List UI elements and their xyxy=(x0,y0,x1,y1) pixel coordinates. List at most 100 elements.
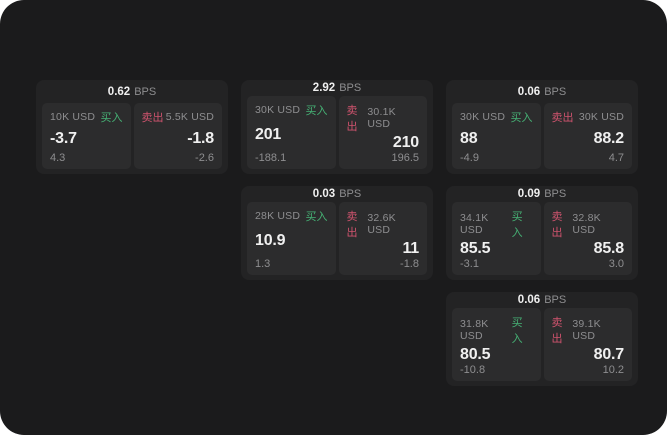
bps-value: 0.09 xyxy=(517,188,541,201)
sell-price: 80.7 xyxy=(593,346,625,364)
sell-amount: 30K USD xyxy=(578,111,624,123)
buy-panel[interactable]: 30K USD 买入 201 -188.1 xyxy=(247,96,336,169)
buy-amount: 28K USD xyxy=(255,210,301,223)
sell-side-label: 卖出 xyxy=(551,317,563,346)
bps-header: 0.62 BPS xyxy=(42,80,222,103)
sell-panel-top: 卖出 30.1K USD xyxy=(347,102,420,134)
sell-amount: 32.6K USD xyxy=(367,212,396,237)
buy-amount: 30K USD xyxy=(460,111,506,123)
bps-header: 0.09 BPS xyxy=(452,186,632,202)
bps-value: 0.06 xyxy=(517,85,541,98)
bps-header: 0.03 BPS xyxy=(247,186,427,202)
buy-change: 1.3 xyxy=(255,258,271,270)
sell-change: -1.8 xyxy=(400,258,419,270)
quote-panels: 30K USD 买入 201 -188.1 卖出 30.1K USD 210 1… xyxy=(247,96,427,169)
sell-price: 210 xyxy=(392,134,419,152)
buy-price: -3.7 xyxy=(50,129,77,147)
buy-side-label: 买入 xyxy=(100,112,123,124)
quote-card: 2.92 BPS 30K USD 买入 201 -188.1 卖出 30.1K … xyxy=(241,80,433,174)
buy-change: -10.8 xyxy=(460,364,486,376)
quote-card: 0.09 BPS 34.1K USD 买入 85.5 -3.1 卖出 32.8K… xyxy=(446,186,638,280)
buy-change: -3.1 xyxy=(460,258,479,270)
buy-panel[interactable]: 31.8K USD 买入 80.5 -10.8 xyxy=(452,308,541,381)
sell-panel[interactable]: 卖出 30.1K USD 210 196.5 xyxy=(338,96,427,169)
sell-amount: 30.1K USD xyxy=(367,106,396,131)
quote-card: 0.62 BPS 10K USD 买入 -3.7 4.3 卖出 5.5K USD… xyxy=(36,80,228,174)
buy-amount: 31.8K USD xyxy=(460,318,489,343)
sell-price: 88.2 xyxy=(593,129,625,147)
sell-panel[interactable]: 卖出 30K USD 88.2 4.7 xyxy=(543,103,632,169)
buy-panel-top: 34.1K USD 买入 xyxy=(460,208,533,240)
card-grid: 0.62 BPS 10K USD 买入 -3.7 4.3 卖出 5.5K USD… xyxy=(36,80,638,386)
bps-unit-label: BPS xyxy=(339,188,362,201)
buy-panel[interactable]: 28K USD 买入 10.9 1.3 xyxy=(247,202,336,275)
bps-unit-label: BPS xyxy=(134,85,157,98)
quote-card: 0.03 BPS 28K USD 买入 10.9 1.3 卖出 32.6K US… xyxy=(241,186,433,280)
bps-unit-label: BPS xyxy=(339,82,362,95)
sell-panel[interactable]: 卖出 5.5K USD -1.8 -2.6 xyxy=(133,103,222,169)
sell-panel[interactable]: 卖出 39.1K USD 80.7 10.2 xyxy=(543,308,632,381)
sell-panel-top: 卖出 30K USD xyxy=(552,109,625,125)
bps-unit-label: BPS xyxy=(544,85,567,98)
sell-panel[interactable]: 卖出 32.8K USD 85.8 3.0 xyxy=(543,202,632,275)
sell-panel[interactable]: 卖出 32.6K USD 11 -1.8 xyxy=(338,202,427,275)
buy-side-label: 买入 xyxy=(305,211,328,224)
buy-panel-top: 31.8K USD 买入 xyxy=(460,314,533,346)
sell-amount: 32.8K USD xyxy=(572,212,601,237)
buy-price: 80.5 xyxy=(460,346,491,364)
bps-unit-label: BPS xyxy=(544,188,567,201)
sell-side-label: 卖出 xyxy=(346,105,358,134)
sell-change: 10.2 xyxy=(602,364,624,376)
sell-change: 4.7 xyxy=(608,152,624,164)
buy-panel-top: 30K USD 买入 xyxy=(460,109,533,125)
sell-amount: 5.5K USD xyxy=(165,111,214,123)
buy-side-label: 买入 xyxy=(305,105,328,118)
quote-panels: 28K USD 买入 10.9 1.3 卖出 32.6K USD 11 -1.8 xyxy=(247,202,427,275)
sell-price: 11 xyxy=(402,240,419,258)
buy-amount: 34.1K USD xyxy=(460,212,489,237)
sell-side-label: 卖出 xyxy=(141,112,164,124)
bps-header: 0.06 BPS xyxy=(452,80,632,103)
sell-change: 3.0 xyxy=(608,258,624,270)
sell-side-label: 卖出 xyxy=(346,211,358,240)
buy-side-label: 买入 xyxy=(511,211,523,240)
sell-panel-top: 卖出 32.8K USD xyxy=(552,208,625,240)
buy-price: 85.5 xyxy=(460,240,491,258)
quote-card: 0.06 BPS 31.8K USD 买入 80.5 -10.8 卖出 39.1… xyxy=(446,292,638,386)
buy-panel-top: 28K USD 买入 xyxy=(255,208,328,224)
bps-header: 0.06 BPS xyxy=(452,292,632,308)
quote-panels: 30K USD 买入 88 -4.9 卖出 30K USD 88.2 4.7 xyxy=(452,103,632,169)
buy-side-label: 买入 xyxy=(510,112,533,124)
sell-price: -1.8 xyxy=(187,129,214,147)
quote-panels: 10K USD 买入 -3.7 4.3 卖出 5.5K USD -1.8 -2.… xyxy=(42,103,222,169)
quote-panels: 31.8K USD 买入 80.5 -10.8 卖出 39.1K USD 80.… xyxy=(452,308,632,381)
buy-amount: 10K USD xyxy=(50,111,96,123)
quote-card: 0.06 BPS 30K USD 买入 88 -4.9 卖出 30K USD 8… xyxy=(446,80,638,174)
buy-change: 4.3 xyxy=(50,152,66,164)
buy-panel[interactable]: 10K USD 买入 -3.7 4.3 xyxy=(42,103,131,169)
sell-change: -2.6 xyxy=(195,152,214,164)
sell-side-label: 卖出 xyxy=(551,112,574,124)
quote-panels: 34.1K USD 买入 85.5 -3.1 卖出 32.8K USD 85.8… xyxy=(452,202,632,275)
sell-panel-top: 卖出 39.1K USD xyxy=(552,314,625,346)
buy-panel[interactable]: 34.1K USD 买入 85.5 -3.1 xyxy=(452,202,541,275)
bps-value: 0.03 xyxy=(312,188,336,201)
bps-unit-label: BPS xyxy=(544,294,567,307)
buy-change: -4.9 xyxy=(460,152,479,164)
bps-value: 2.92 xyxy=(312,82,336,95)
sell-panel-top: 卖出 32.6K USD xyxy=(347,208,420,240)
buy-price: 10.9 xyxy=(255,232,286,250)
buy-price: 201 xyxy=(255,126,282,144)
sell-amount: 39.1K USD xyxy=(572,318,601,343)
buy-panel-top: 10K USD 买入 xyxy=(50,109,123,125)
buy-panel-top: 30K USD 买入 xyxy=(255,102,328,118)
bps-value: 0.06 xyxy=(517,294,541,307)
sell-change: 196.5 xyxy=(391,152,419,164)
bps-header: 2.92 BPS xyxy=(247,80,427,96)
buy-panel[interactable]: 30K USD 买入 88 -4.9 xyxy=(452,103,541,169)
buy-side-label: 买入 xyxy=(511,317,523,346)
buy-change: -188.1 xyxy=(255,152,287,164)
buy-amount: 30K USD xyxy=(255,104,301,117)
sell-side-label: 卖出 xyxy=(551,211,563,240)
